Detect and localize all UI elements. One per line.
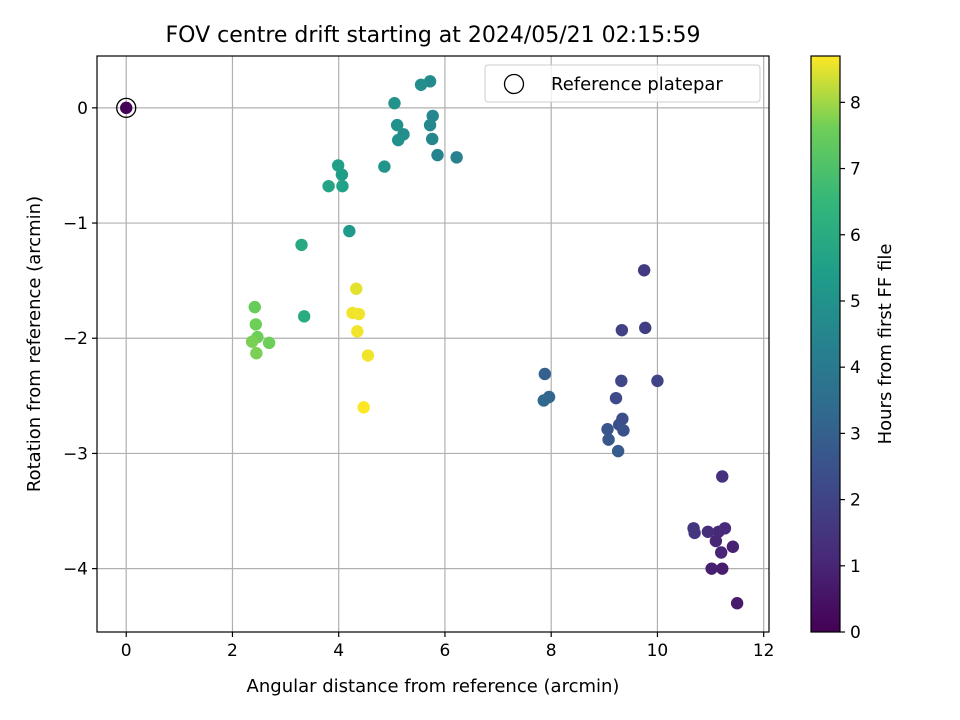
data-point xyxy=(351,325,364,338)
legend-marker-reference xyxy=(503,73,525,95)
data-point xyxy=(352,307,366,321)
colorbar-tick-label: 6 xyxy=(850,226,861,246)
x-tick-label: 4 xyxy=(333,641,344,661)
data-point xyxy=(262,336,276,350)
legend: Reference platepar xyxy=(484,64,761,103)
data-point xyxy=(423,118,437,132)
colorbar-tick-label: 2 xyxy=(850,491,861,511)
y-tick-label: −1 xyxy=(63,214,88,234)
data-point xyxy=(248,300,261,314)
chart-title: FOV centre drift starting at 2024/05/21 … xyxy=(166,23,701,48)
data-point xyxy=(336,179,349,193)
data-point xyxy=(538,367,552,381)
plot-frame xyxy=(96,55,770,633)
x-tick-label: 12 xyxy=(753,641,775,661)
data-point xyxy=(322,179,335,193)
data-point xyxy=(617,424,630,437)
data-point xyxy=(426,132,439,146)
data-points xyxy=(116,75,744,610)
colorbar: 0 1 2 3 4 5 6 7 8 Hours from first FF file xyxy=(810,55,896,643)
data-point xyxy=(651,374,664,388)
data-point xyxy=(357,401,370,414)
data-point xyxy=(687,522,700,535)
colorbar-tick-label: 3 xyxy=(850,424,861,444)
data-point xyxy=(611,444,625,458)
y-tick-label: 0 xyxy=(77,99,88,119)
data-point xyxy=(350,282,363,295)
data-point xyxy=(637,264,651,277)
data-point xyxy=(730,597,744,610)
data-point xyxy=(601,423,614,436)
data-point xyxy=(361,349,375,362)
data-point xyxy=(388,97,401,110)
data-point xyxy=(120,101,133,115)
legend-box xyxy=(484,64,761,103)
data-point xyxy=(249,318,263,331)
legend-label-reference: Reference platepar xyxy=(551,74,723,95)
x-tick-label: 8 xyxy=(546,641,557,661)
data-point xyxy=(331,159,345,172)
x-tick-label: 0 xyxy=(121,641,132,661)
data-point xyxy=(609,391,623,405)
colorbar-gradient xyxy=(810,55,841,633)
grid-lines xyxy=(97,56,769,632)
y-tick-label: −2 xyxy=(63,329,88,349)
colorbar-tick-label: 8 xyxy=(850,93,861,113)
x-axis-label: Angular distance from reference (arcmin) xyxy=(247,676,620,697)
data-point xyxy=(639,321,652,335)
x-tick-label: 2 xyxy=(227,641,238,661)
data-point xyxy=(295,238,308,252)
data-point xyxy=(250,347,263,360)
y-axis-label: Rotation from reference (arcmin) xyxy=(24,196,45,492)
y-axis-ticks: 0 −1 −2 −3 −4 xyxy=(63,99,97,580)
data-point xyxy=(343,224,356,238)
data-point xyxy=(701,525,715,538)
data-point xyxy=(414,78,428,92)
data-point xyxy=(390,118,404,132)
colorbar-tick-label: 0 xyxy=(850,623,861,643)
colorbar-label: Hours from first FF file xyxy=(875,244,896,445)
data-point xyxy=(716,562,729,575)
data-point xyxy=(297,310,311,323)
data-point xyxy=(716,470,729,483)
reference-platepar-marker xyxy=(116,97,137,118)
x-tick-label: 10 xyxy=(647,641,669,661)
x-axis-ticks: 0 2 4 6 8 10 12 xyxy=(121,632,775,661)
data-point xyxy=(615,374,628,388)
y-tick-label: −3 xyxy=(63,444,88,464)
data-point xyxy=(602,433,615,446)
data-point xyxy=(714,546,728,559)
colorbar-tick-label: 7 xyxy=(850,160,861,180)
colorbar-tick-label: 1 xyxy=(850,557,861,577)
data-point xyxy=(245,335,259,348)
data-point xyxy=(378,160,391,173)
colorbar-tick-label: 5 xyxy=(850,292,861,312)
y-tick-label: −4 xyxy=(63,560,88,580)
data-point xyxy=(718,522,732,535)
data-point xyxy=(615,323,629,337)
data-point xyxy=(450,151,463,164)
data-point xyxy=(705,562,718,575)
colorbar-tick-label: 4 xyxy=(850,358,861,378)
colorbar-ticks: 0 1 2 3 4 5 6 7 8 xyxy=(840,93,861,643)
data-point xyxy=(392,133,405,147)
data-point xyxy=(431,148,444,162)
data-point xyxy=(726,540,740,553)
data-point xyxy=(537,394,550,407)
x-tick-label: 6 xyxy=(440,641,451,661)
